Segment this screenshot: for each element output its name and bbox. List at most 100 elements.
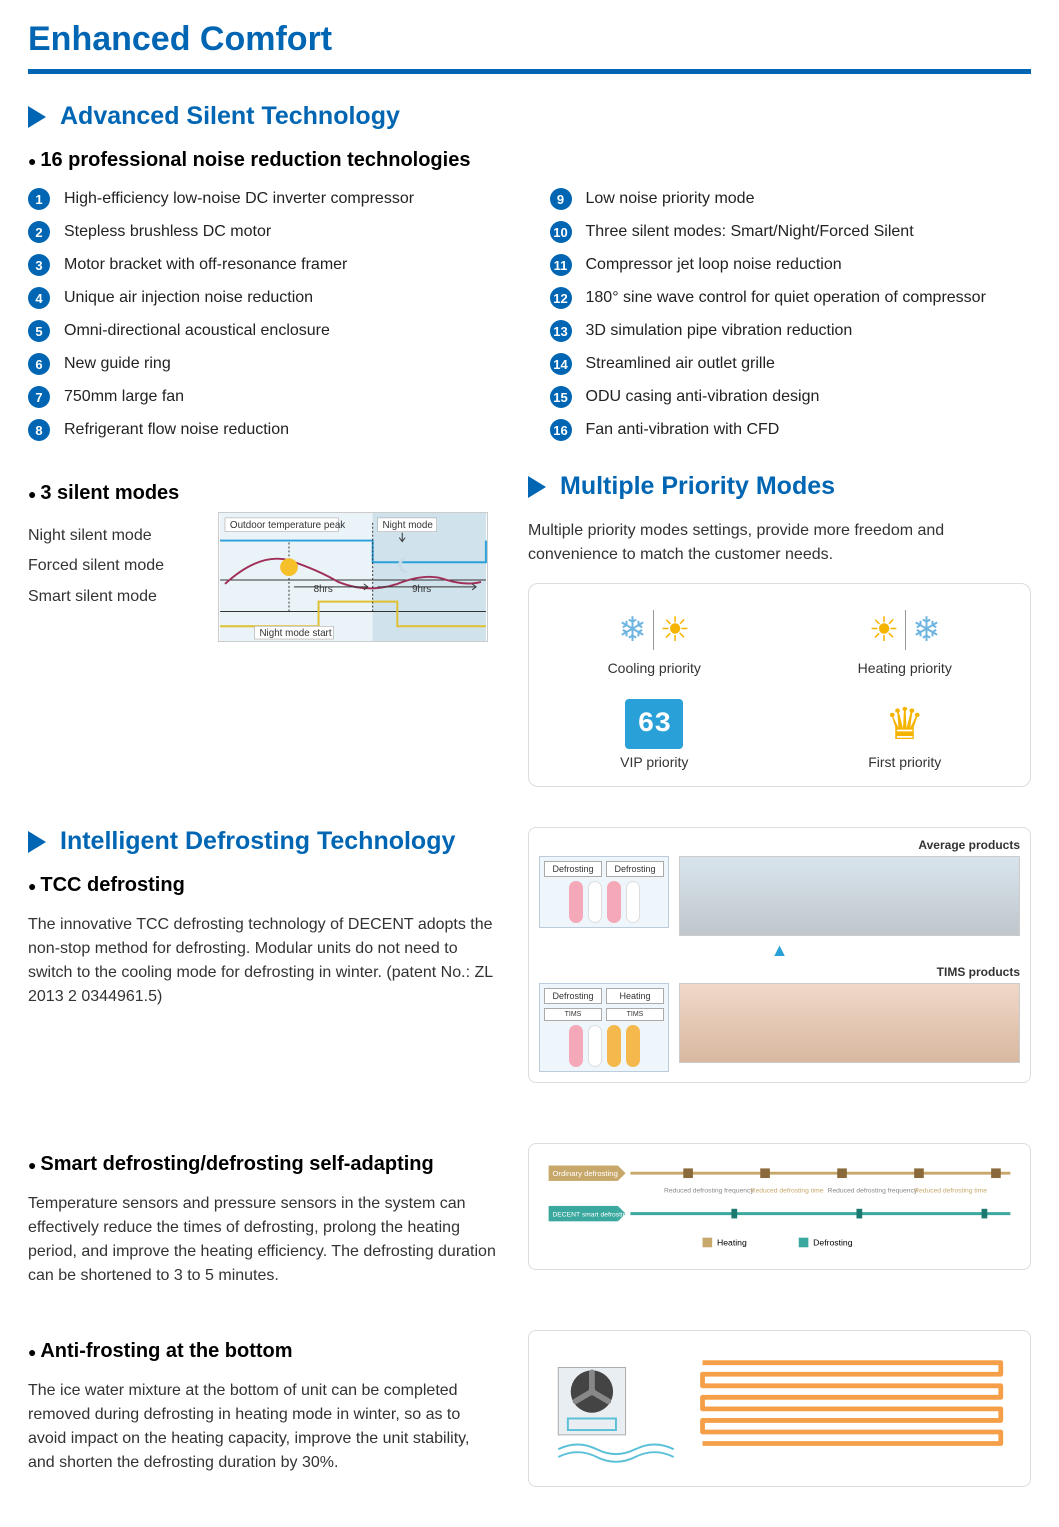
svg-text:Outdoor temperature peak: Outdoor temperature peak <box>230 520 345 531</box>
crown-icon: ♛ <box>885 699 924 750</box>
tech-item: 13 3D simulation pipe vibration reduction <box>550 320 1032 342</box>
sun-icon: ☀ <box>869 610 899 650</box>
number-badge: 2 <box>28 221 50 243</box>
tech-item: 3Motor bracket with off-resonance framer <box>28 254 510 276</box>
svg-text:Reduced defrosting time: Reduced defrosting time <box>751 1187 824 1194</box>
tech-item-label: Refrigerant flow noise reduction <box>64 421 289 439</box>
number-badge: 9 <box>550 188 572 210</box>
tech-item-label: ODU casing anti-vibration design <box>586 388 820 406</box>
number-badge: 10 <box>550 221 572 243</box>
svg-text:Reduced defrosting time: Reduced defrosting time <box>914 1187 987 1194</box>
defrost-panel-tims: Defrosting Heating TIMS TIMS <box>539 983 669 1072</box>
tech-item-label: 750mm large fan <box>64 388 184 406</box>
svg-text:8hrs: 8hrs <box>314 584 333 595</box>
tech-item-label: 3D simulation pipe vibration reduction <box>586 322 853 340</box>
tech-item-label: Streamlined air outlet grille <box>586 355 775 373</box>
number-badge: 15 <box>550 386 572 408</box>
tech-item: 4Unique air injection noise reduction <box>28 287 510 309</box>
tech-item-label: Omni-directional acoustical enclosure <box>64 322 330 340</box>
tech-item-label: Compressor jet loop noise reduction <box>586 256 842 274</box>
number-badge: 1 <box>28 188 50 210</box>
subheading-antifrost: Anti-frosting at the bottom <box>28 1340 498 1363</box>
tech-item-label: High-efficiency low-noise DC inverter co… <box>64 190 414 208</box>
section-title-priority: Multiple Priority Modes <box>560 472 835 501</box>
section-title-silent: Advanced Silent Technology <box>60 102 400 131</box>
room-cold-illustration <box>679 856 1020 936</box>
antifrost-body: The ice water mixture at the bottom of u… <box>28 1379 498 1475</box>
tech-item: 8 Refrigerant flow noise reduction <box>28 419 510 441</box>
night-mode-chart: Outdoor temperature peak Night mode 8hrs… <box>218 512 488 642</box>
priority-cooling: ❄ ☀ Cooling priority <box>549 600 760 676</box>
triangle-icon <box>528 476 546 498</box>
tech-item: 9 Low noise priority mode <box>550 188 1032 210</box>
page-title: Enhanced Comfort <box>28 20 1031 59</box>
tech-item-label: 180° sine wave control for quiet operati… <box>586 289 986 307</box>
tech-item: 7 750mm large fan <box>28 386 510 408</box>
svg-text:Night mode: Night mode <box>383 520 434 531</box>
priority-panel: ❄ ☀ Cooling priority ☀ ❄ Heating priorit… <box>528 583 1031 787</box>
room-warm-illustration <box>679 983 1020 1063</box>
number-badge: 13 <box>550 320 572 342</box>
tech-item-label: Fan anti-vibration with CFD <box>586 421 780 439</box>
svg-text:Reduced defrosting frequency: Reduced defrosting frequency <box>664 1187 754 1194</box>
priority-vip: 63 VIP priority <box>549 694 760 770</box>
tech-item: 6 New guide ring <box>28 353 510 375</box>
tech-item: 14 Streamlined air outlet grille <box>550 353 1032 375</box>
svg-text:Heating: Heating <box>717 1237 747 1247</box>
tech-item: 2 Stepless brushless DC motor <box>28 221 510 243</box>
sun-icon: ☀ <box>660 610 690 650</box>
number-badge: 11 <box>550 254 572 276</box>
number-badge: 5 <box>28 320 50 342</box>
tech-item: 12 180° sine wave control for quiet opera… <box>550 287 1032 309</box>
title-rule <box>28 69 1031 74</box>
number-badge: 8 <box>28 419 50 441</box>
defrost-panel-avg: Defrosting Defrosting <box>539 856 669 928</box>
tech-item-label: Stepless brushless DC motor <box>64 223 271 241</box>
section-header-defrost: Intelligent Defrosting Technology <box>28 827 498 856</box>
svg-text:Reduced defrosting frequency: Reduced defrosting frequency <box>828 1187 918 1194</box>
svg-text:Ordinary defrosting: Ordinary defrosting <box>552 1169 617 1178</box>
number-badge: 14 <box>550 353 572 375</box>
section-header-priority: Multiple Priority Modes <box>528 472 1031 501</box>
priority-first: ♛ First priority <box>800 694 1011 770</box>
tcc-body: The innovative TCC defrosting technology… <box>28 913 498 1009</box>
svg-text:9hrs: 9hrs <box>412 584 431 595</box>
tech-item-label: Motor bracket with off-resonance framer <box>64 256 347 274</box>
up-arrow-icon: ▲ <box>539 940 1020 961</box>
tech-item: 11 Compressor jet loop noise reduction <box>550 254 1032 276</box>
triangle-icon <box>28 831 46 853</box>
svg-text:Night mode start: Night mode start <box>259 628 331 639</box>
tcc-diagram: Average products Defrosting Defrosting ▲… <box>528 827 1031 1083</box>
section-title-defrost: Intelligent Defrosting Technology <box>60 827 455 856</box>
subheading-3modes: 3 silent modes <box>28 482 488 505</box>
avg-products-label: Average products <box>539 838 1020 852</box>
timeline-diagram: Ordinary defrosting Reduced defrosting f… <box>528 1143 1031 1270</box>
snowflake-icon: ❄ <box>912 610 941 650</box>
triangle-icon <box>28 106 46 128</box>
svg-text:DECENT smart defrosting: DECENT smart defrosting <box>552 1212 630 1219</box>
tech-item: 15 ODU casing anti-vibration design <box>550 386 1032 408</box>
number-badge: 4 <box>28 287 50 309</box>
svg-text:Defrosting: Defrosting <box>813 1237 853 1247</box>
priority-body: Multiple priority modes settings, provid… <box>528 519 1031 567</box>
number-badge: 12 <box>550 287 572 309</box>
number-badge: 16 <box>550 419 572 441</box>
subheading-16tech: 16 professional noise reduction technolo… <box>28 149 1031 172</box>
snowflake-icon: ❄ <box>618 610 647 650</box>
tims-products-label: TIMS products <box>539 965 1020 979</box>
number-badge: 7 <box>28 386 50 408</box>
tech-item-label: New guide ring <box>64 355 171 373</box>
tech-item: 1 High-efficiency low-noise DC inverter c… <box>28 188 510 210</box>
section-header-silent: Advanced Silent Technology <box>28 102 1031 131</box>
tech-item-label: Low noise priority mode <box>586 190 755 208</box>
subheading-smart: Smart defrosting/defrosting self-adaptin… <box>28 1153 498 1176</box>
tech-item-label: Three silent modes: Smart/Night/Forced S… <box>586 223 914 241</box>
vip-number-icon: 63 <box>625 699 683 749</box>
priority-heating: ☀ ❄ Heating priority <box>800 600 1011 676</box>
tech-item: 16 Fan anti-vibration with CFD <box>550 419 1032 441</box>
tech-item: 10 Three silent modes: Smart/Night/Forced… <box>550 221 1032 243</box>
number-badge: 6 <box>28 353 50 375</box>
smart-body: Temperature sensors and pressure sensors… <box>28 1192 498 1288</box>
tech-item: 5 Omni-directional acoustical enclosure <box>28 320 510 342</box>
tech-list-columns: 1 High-efficiency low-noise DC inverter c… <box>28 188 1031 452</box>
